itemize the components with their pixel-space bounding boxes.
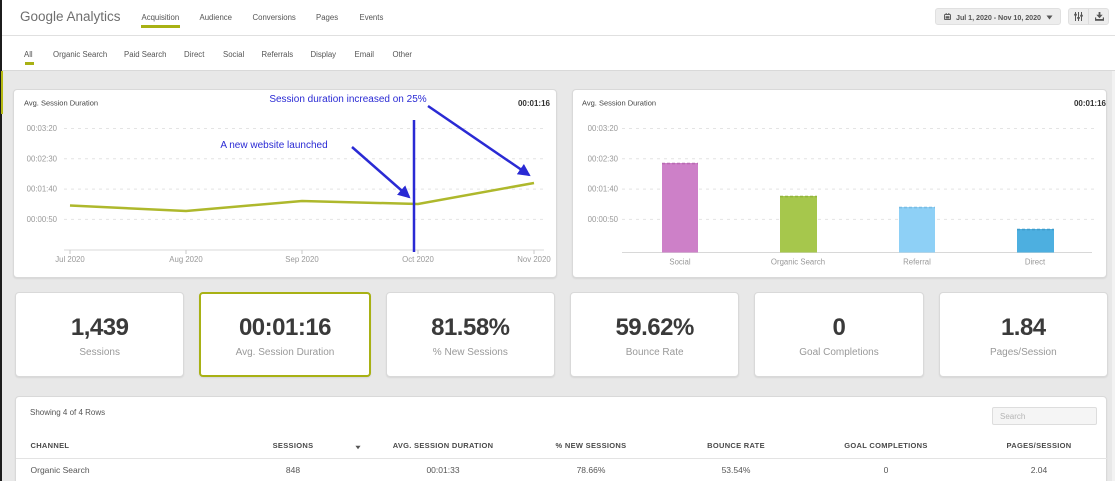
svg-text:00:00:50: 00:00:50 (588, 215, 619, 224)
svg-text:Aug 2020: Aug 2020 (169, 255, 203, 264)
svg-text:Avg. Session Duration: Avg. Session Duration (582, 99, 656, 108)
svg-text:Oct 2020: Oct 2020 (402, 255, 434, 264)
svg-text:A new website launched: A new website launched (220, 140, 327, 151)
svg-text:Sep 2020: Sep 2020 (285, 255, 319, 264)
svg-text:00:03:20: 00:03:20 (588, 124, 619, 133)
svg-text:00:02:30: 00:02:30 (27, 154, 58, 163)
svg-text:Organic Search: Organic Search (771, 258, 825, 267)
svg-text:Jul 2020: Jul 2020 (55, 255, 85, 264)
svg-text:Nov 2020: Nov 2020 (517, 255, 551, 264)
svg-text:00:01:40: 00:01:40 (588, 185, 619, 194)
svg-text:00:01:40: 00:01:40 (27, 185, 58, 194)
svg-text:Session duration increased on: Session duration increased on 25% (269, 94, 426, 105)
svg-text:Direct: Direct (1025, 258, 1046, 267)
svg-text:00:01:16: 00:01:16 (518, 99, 551, 108)
svg-text:Referral: Referral (903, 258, 931, 267)
svg-text:00:03:20: 00:03:20 (27, 124, 58, 133)
svg-text:00:00:50: 00:00:50 (27, 215, 58, 224)
svg-text:Social: Social (669, 258, 691, 267)
svg-text:00:02:30: 00:02:30 (588, 154, 619, 163)
svg-text:00:01:16: 00:01:16 (1074, 99, 1107, 108)
svg-text:Avg. Session Duration: Avg. Session Duration (24, 99, 98, 108)
